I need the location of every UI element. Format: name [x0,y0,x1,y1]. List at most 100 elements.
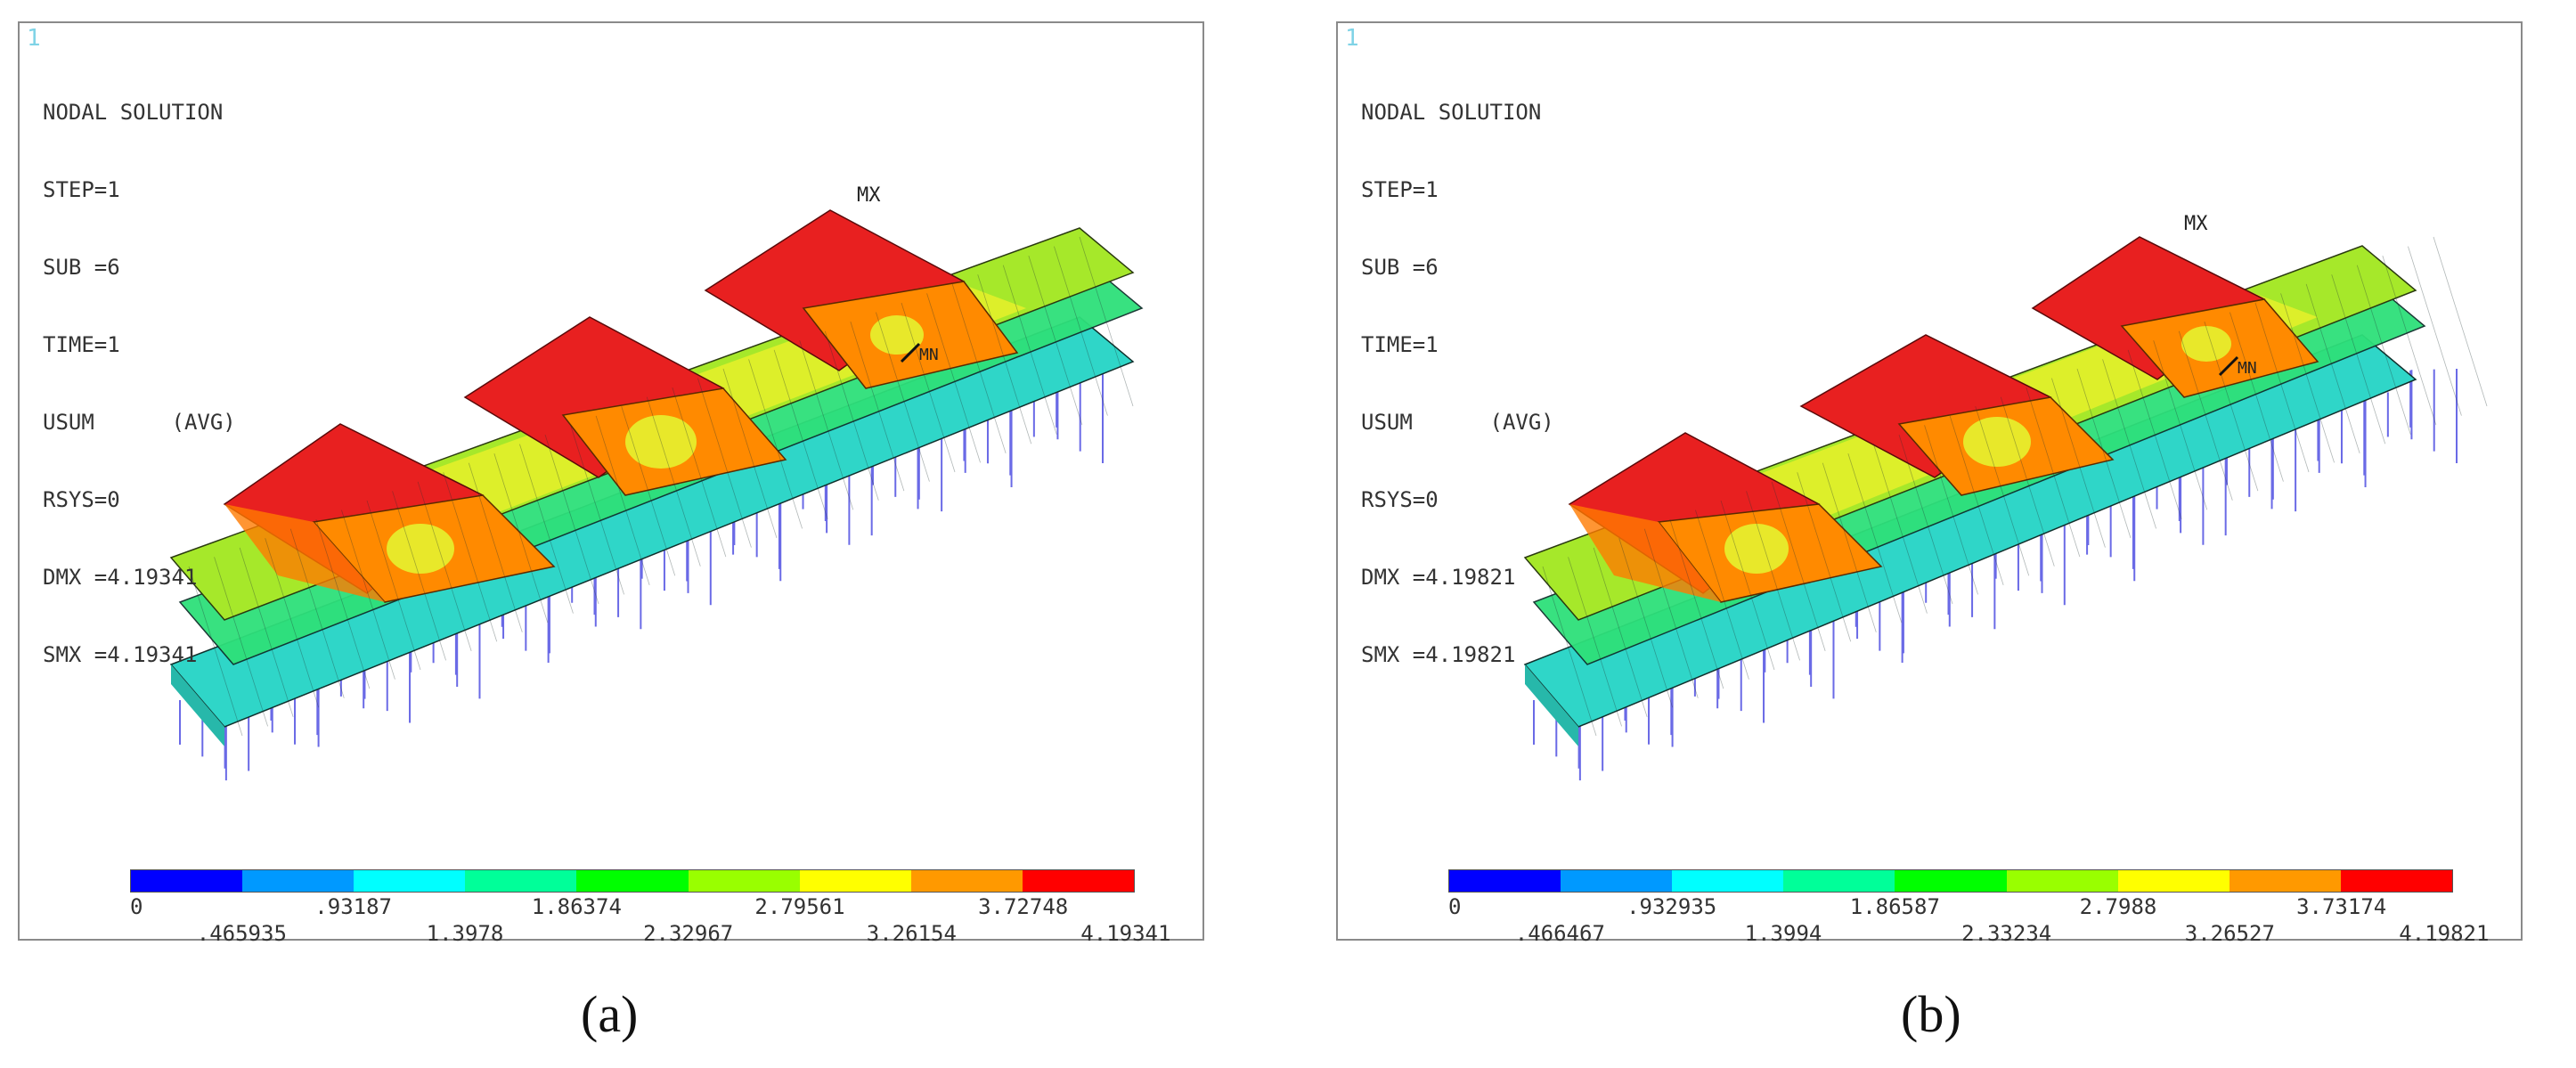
mesh-line [1002,265,1057,435]
mesh-line [2102,359,2156,529]
mesh-line [1771,481,1826,651]
legend-value: 2.32967 [643,921,734,946]
mesh-line [697,378,752,548]
mesh-line [850,322,905,492]
legend-labels: 0 .466467 .932935 1.3994 1.86587 2.33234 2.798… [1448,893,2489,948]
legend-value: 1.3994 [1744,921,1822,946]
max-label: MX [2184,213,2208,235]
legend-swatch [910,870,1023,892]
min-marker [900,342,921,363]
mesh-line [595,415,650,585]
legend-swatch [2117,870,2230,892]
legend-swatch [2340,870,2452,892]
legend-swatch [2229,870,2341,892]
mesh-line [1643,528,1699,698]
legend-swatch [799,870,911,892]
fe-model-view: MX MN [20,23,1202,860]
mesh-line [2127,349,2182,519]
mesh-line [2178,330,2233,501]
roof-3 [704,209,1019,389]
mesh-line [2356,265,2411,435]
mesh-line [570,425,624,595]
legend-value: .93187 [314,894,393,919]
mesh-line [289,528,345,698]
mesh-line [951,283,1007,453]
mesh-line [1873,444,1928,614]
foundation-slab-side [1525,664,1578,746]
mesh-line [1695,510,1749,680]
contour-plot-panel-a: 1 [18,21,1204,946]
legend-swatch [242,870,355,892]
legend-swatch [1022,870,1134,892]
mesh-line [2230,312,2284,482]
legend-value: 3.73174 [2296,894,2387,919]
mesh-line [1797,472,1852,642]
legend-value: 3.26154 [866,921,957,946]
caption-a: (a) [581,985,639,1043]
mesh-line [2382,256,2437,426]
mesh-line [621,406,676,576]
mesh-line [1975,406,2030,576]
legend-value: 2.7988 [2079,894,2157,919]
legend-value: 1.86587 [1849,894,1940,919]
roof-3 [2031,236,2319,398]
mesh-line [443,472,498,642]
mesh-line [1949,415,2004,585]
mesh-line [1847,453,1903,624]
mesh-line [901,302,956,473]
legend-color-bar [130,869,1135,893]
mesh-line [239,547,294,717]
mesh-line [417,481,472,651]
mesh-line [315,519,371,689]
mesh-line [341,510,395,680]
mesh-lines [1542,236,2488,737]
solution-info: NODAL SOLUTION STEP=1 SUB =6 TIME=1 USUM… [1361,48,1554,720]
legend-swatch [688,870,800,892]
mesh-line [392,491,446,661]
legend-labels: 0 .465935 .93187 1.3978 1.86374 2.32967 2.7956… [130,893,1170,948]
mesh-line [646,396,701,567]
legend-swatch [131,870,243,892]
mesh-line [366,500,421,671]
building-deformation-plot: MX MN [1523,213,2488,781]
info-sub: SUB =6 [1361,255,1439,280]
roof-2 [1799,334,2115,496]
roof-1 [223,423,556,603]
mesh-line [2280,293,2335,463]
mesh-line [1079,236,1134,407]
mesh-line [2076,368,2132,539]
mesh-line [926,293,981,463]
info-title: NODAL SOLUTION [1361,100,1542,125]
mesh-line [2433,236,2488,407]
mesh-line [468,462,523,632]
mesh-line [188,566,243,737]
color-legend: 0 .466467 .932935 1.3994 1.86587 2.33234 2.798… [1448,869,2489,948]
min-label: MN [919,346,939,364]
min-label: MN [2238,359,2257,378]
roof-2 [463,316,787,496]
legend-value: 0 [130,894,143,919]
mesh-line [1898,434,1953,605]
info-step: STEP=1 [43,177,120,202]
legend-swatch [1672,870,1784,892]
legend-swatch [354,870,466,892]
mesh-line [2408,246,2462,416]
foundation-slab-side [171,664,224,746]
mesh-line [519,444,574,614]
max-label: MX [857,184,881,207]
legend-swatch [1449,870,1561,892]
legend-swatch [576,870,689,892]
info-dmx: DMX =4.19341 [43,565,198,590]
legend-value: 3.26527 [2184,921,2275,946]
mesh-line [2254,302,2310,473]
legend-value: 0 [1448,894,1462,919]
legend-value: 2.79561 [754,894,845,919]
mesh-line [544,434,599,605]
mesh-line [799,340,854,510]
roof-1 [1568,432,1883,603]
mesh-line [2026,387,2081,558]
mesh-line [1720,500,1775,671]
legend-value: 4.19821 [2399,921,2490,946]
info-usum: USUM (AVG) [43,410,236,435]
legend-color-bar [1448,869,2453,893]
